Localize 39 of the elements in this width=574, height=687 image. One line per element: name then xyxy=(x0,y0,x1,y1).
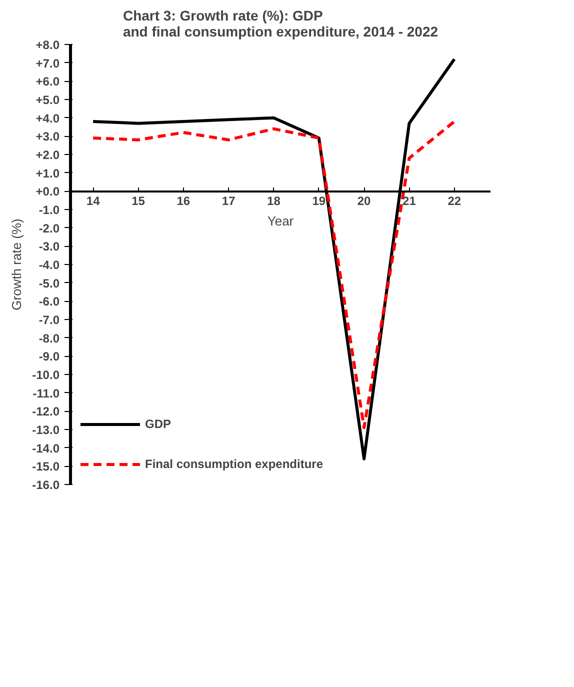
x-tick-label: 18 xyxy=(267,194,281,208)
y-tick-label: -13.0 xyxy=(32,423,60,437)
y-tick-label: -6.0 xyxy=(38,294,60,309)
y-tick-label: +6.0 xyxy=(36,74,60,89)
x-tick-label: 16 xyxy=(176,194,190,208)
y-tick-label: -11.0 xyxy=(32,386,60,400)
y-tick-label: +3.0 xyxy=(36,130,60,144)
y-tick-label: +2.0 xyxy=(36,148,60,162)
y-tick-label: +7.0 xyxy=(36,56,60,70)
y-tick-label: -8.0 xyxy=(38,331,60,346)
y-tick-label: -10.0 xyxy=(32,368,60,382)
x-tick-label: 14 xyxy=(86,194,100,208)
x-tick-label: 15 xyxy=(132,194,146,208)
x-tick-label: 22 xyxy=(448,194,462,208)
y-tick-label: -2.0 xyxy=(38,221,60,236)
y-tick-label: -3.0 xyxy=(38,240,60,254)
y-tick-label: -7.0 xyxy=(38,313,60,327)
y-axis-title: Growth rate (%) xyxy=(9,218,24,310)
y-tick-label: +0.0 xyxy=(36,184,60,199)
x-axis-title: Year xyxy=(267,214,294,228)
y-tick-label: -1.0 xyxy=(38,203,60,217)
legend-label: Final consumption expenditure xyxy=(145,457,324,471)
y-tick-label: -4.0 xyxy=(38,258,60,272)
x-tick-label: 17 xyxy=(222,194,236,208)
y-tick-label: -9.0 xyxy=(38,350,60,364)
y-tick-label: +1.0 xyxy=(36,166,60,180)
y-tick-label: -16.0 xyxy=(32,478,60,492)
y-tick-label: -14.0 xyxy=(32,441,60,456)
y-tick-label: +8.0 xyxy=(36,38,60,52)
y-tick-label: -5.0 xyxy=(38,276,60,290)
y-tick-label: +4.0 xyxy=(36,111,60,126)
x-tick-label: 19 xyxy=(312,194,326,208)
y-tick-label: +5.0 xyxy=(36,93,60,107)
x-tick-label: 20 xyxy=(357,194,372,208)
y-tick-label: -12.0 xyxy=(32,404,60,419)
legend-label: GDP xyxy=(145,417,172,431)
x-tick-label: 21 xyxy=(402,194,416,208)
y-tick-label: -15.0 xyxy=(32,460,60,474)
chart-title: Chart 3: Growth rate (%): GDP and final consumption expenditure, 2014 - 2022 xyxy=(122,8,438,40)
